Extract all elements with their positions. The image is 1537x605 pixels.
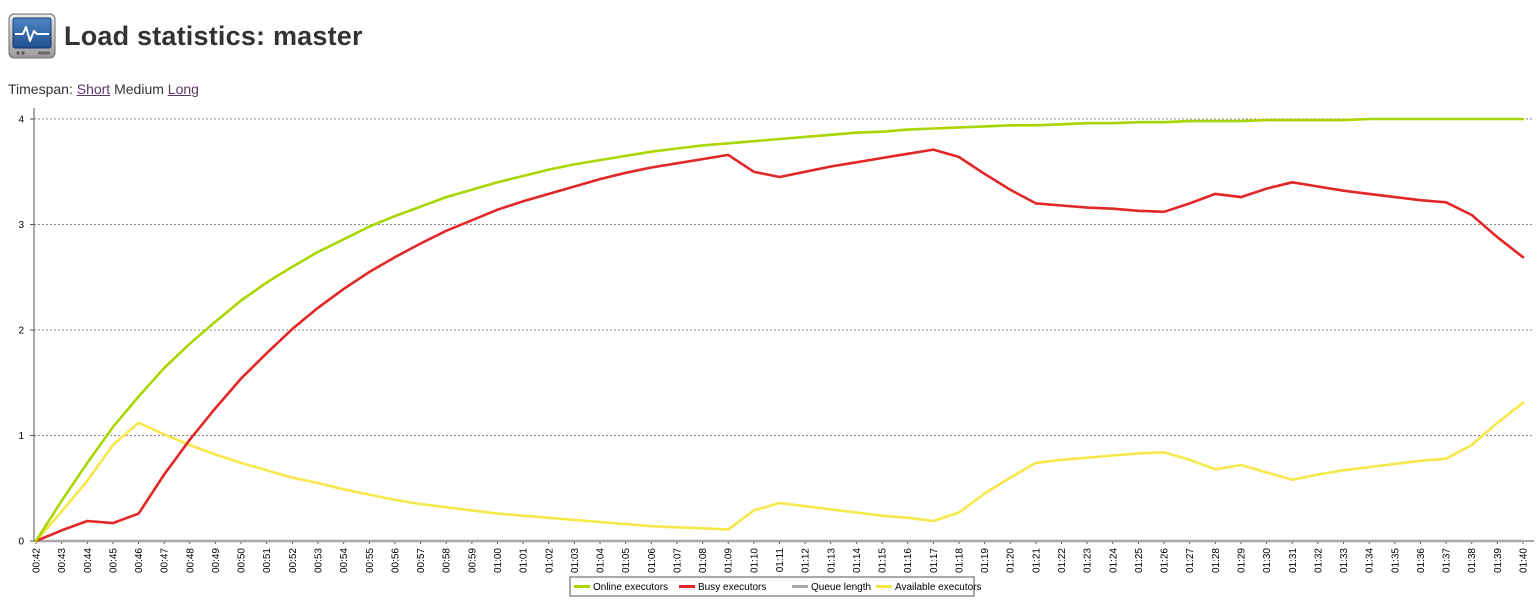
timespan-medium-current: Medium	[114, 81, 164, 97]
x-tick-label-4: 00:46	[134, 548, 145, 573]
x-tick-label-15: 00:57	[416, 548, 427, 573]
x-tick-label-30: 01:12	[801, 548, 812, 573]
x-tick-label-55: 01:37	[1442, 548, 1453, 573]
x-tick-label-29: 01:11	[775, 548, 786, 573]
x-tick-label-13: 00:55	[365, 548, 376, 573]
x-tick-label-37: 01:19	[980, 548, 991, 573]
timespan-long-link[interactable]: Long	[167, 81, 199, 97]
x-tick-label-53: 01:35	[1390, 548, 1401, 573]
x-tick-label-27: 01:09	[724, 548, 735, 573]
x-tick-label-58: 01:40	[1519, 548, 1530, 573]
x-tick-label-51: 01:33	[1339, 548, 1350, 573]
y-tick-label-3: 3	[18, 220, 24, 231]
x-tick-label-49: 01:31	[1288, 548, 1299, 573]
y-tick-label-0: 0	[18, 537, 24, 548]
x-tick-label-21: 01:03	[570, 548, 581, 573]
y-tick-label-4: 4	[18, 115, 24, 126]
x-tick-label-23: 01:05	[621, 548, 632, 573]
load-statistics-chart: 0 1 2 3 4 00:42 00:43 00:44 00:45 00:46 00:47 00:48…	[18, 108, 1534, 597]
x-tick-label-25: 01:07	[672, 548, 683, 573]
y-tick-label-2: 2	[18, 326, 24, 337]
x-tick-label-1: 00:43	[57, 548, 68, 573]
legend-label-3: Available executors	[895, 582, 982, 593]
y-tick-label-1: 1	[18, 431, 24, 442]
x-tick-label-19: 01:01	[519, 548, 530, 573]
page-header: Load statistics: master	[8, 12, 363, 60]
x-tick-label-9: 00:51	[262, 548, 273, 573]
x-tick-label-5: 00:47	[160, 548, 171, 573]
x-tick-label-38: 01:20	[1006, 548, 1017, 573]
x-tick-label-10: 00:52	[288, 548, 299, 573]
x-tick-label-11: 00:53	[314, 548, 325, 573]
x-tick-label-46: 01:28	[1211, 548, 1222, 573]
x-tick-label-7: 00:49	[211, 548, 222, 573]
x-tick-label-43: 01:25	[1134, 548, 1145, 573]
page-title: Load statistics: master	[64, 20, 363, 51]
monitor-pulse-icon	[8, 13, 56, 59]
x-tick-label-54: 01:36	[1416, 548, 1427, 573]
legend-box	[569, 576, 975, 597]
x-tick-label-17: 00:59	[467, 548, 478, 573]
x-tick-label-2: 00:44	[83, 548, 94, 573]
x-tick-label-35: 01:17	[929, 548, 940, 573]
legend-label-2: Queue length	[811, 582, 871, 593]
x-tick-label-8: 00:50	[237, 548, 248, 573]
timespan-short-link[interactable]: Short	[76, 81, 111, 97]
x-tick-label-34: 01:16	[903, 548, 914, 573]
timespan-label: Timespan:	[8, 81, 73, 97]
x-tick-label-20: 01:02	[544, 548, 555, 573]
x-tick-label-56: 01:38	[1467, 548, 1478, 573]
x-tick-label-12: 00:54	[339, 548, 350, 573]
x-tick-label-16: 00:58	[442, 548, 453, 573]
x-tick-label-45: 01:27	[1185, 548, 1196, 573]
x-tick-label-57: 01:39	[1493, 548, 1504, 573]
x-tick-label-33: 01:15	[878, 548, 889, 573]
x-tick-label-31: 01:13	[826, 548, 837, 573]
x-tick-label-36: 01:18	[954, 548, 965, 573]
legend-label-0: Online executors	[593, 582, 668, 593]
x-tick-label-22: 01:04	[596, 548, 607, 573]
x-tick-label-39: 01:21	[1031, 548, 1042, 573]
x-tick-label-42: 01:24	[1108, 548, 1119, 573]
series-line-0	[34, 117, 1525, 543]
x-tick-label-28: 01:10	[749, 548, 760, 573]
x-tick-label-47: 01:29	[1236, 548, 1247, 573]
x-tick-label-3: 00:45	[108, 548, 119, 573]
x-tick-label-0: 00:42	[32, 548, 43, 573]
x-tick-label-44: 01:26	[1160, 548, 1171, 573]
x-tick-label-32: 01:14	[852, 548, 863, 573]
series-line-1	[34, 148, 1525, 543]
series-line-3	[34, 401, 1525, 543]
x-tick-label-52: 01:34	[1365, 548, 1376, 573]
x-tick-label-50: 01:32	[1313, 548, 1324, 573]
x-tick-label-14: 00:56	[390, 548, 401, 573]
timespan-selector: Timespan: Short Medium Long	[8, 81, 199, 97]
x-tick-label-40: 01:22	[1057, 548, 1068, 573]
x-tick-label-26: 01:08	[698, 548, 709, 573]
x-tick-label-18: 01:00	[493, 548, 504, 573]
x-tick-label-24: 01:06	[647, 548, 658, 573]
x-tick-label-6: 00:48	[185, 548, 196, 573]
x-tick-label-41: 01:23	[1083, 548, 1094, 573]
legend-label-1: Busy executors	[698, 582, 766, 593]
x-tick-label-48: 01:30	[1262, 548, 1273, 573]
